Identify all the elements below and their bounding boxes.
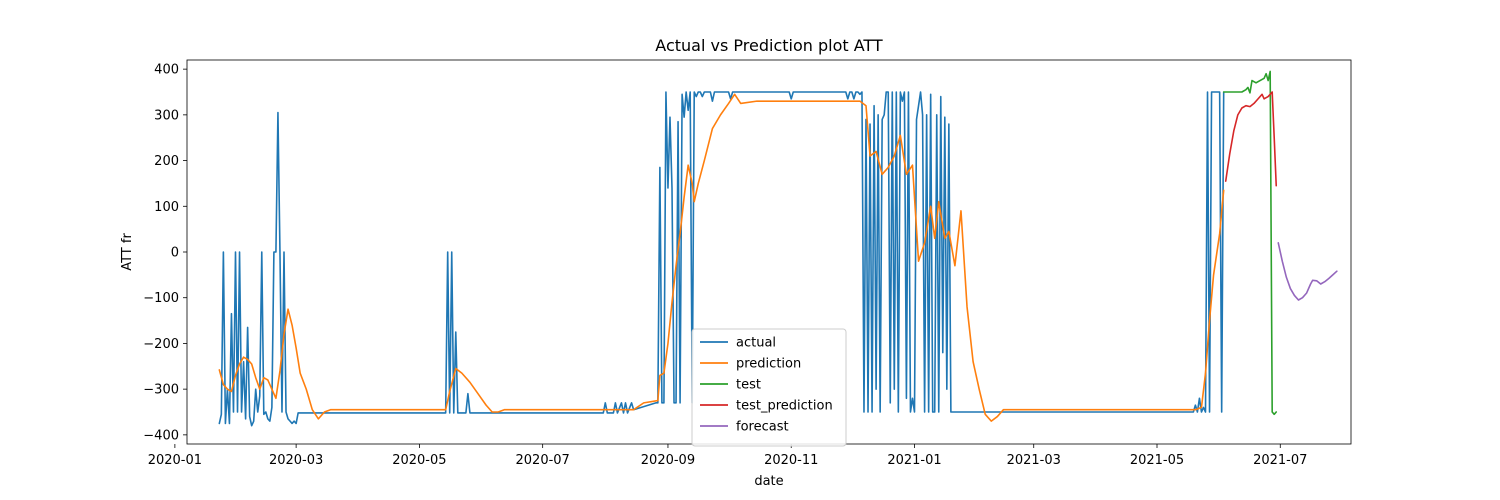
series-line-actual: [218, 91, 1225, 427]
series-line-forecast: [1277, 242, 1338, 301]
x-axis-ticks: 2020-01 2020-03 2020-05 2020-07 2020-09 2020-…: [148, 444, 1307, 468]
series-line-test-prediction: [1224, 91, 1278, 187]
x-tick-label: 2020-09: [641, 453, 695, 468]
legend-label-test-prediction: test_prediction: [736, 399, 833, 414]
y-tick-label: 300: [154, 108, 179, 123]
legend-label-forecast: forecast: [736, 420, 789, 435]
y-tick-label: 400: [154, 63, 179, 78]
y-axis-label: ATT fr: [120, 233, 135, 271]
legend: actual prediction test test_predictionforec…: [691, 328, 847, 447]
x-tick-label: 2021-03: [1007, 453, 1061, 468]
legend-box: [691, 328, 847, 447]
y-tick-label: −400: [143, 428, 179, 443]
x-tick-label: 2021-05: [1130, 453, 1184, 468]
y-tick-label: 100: [154, 200, 179, 215]
x-tick-label: 2021-01: [887, 453, 941, 468]
x-tick-label: 2020-05: [392, 453, 446, 468]
y-tick-label: 0: [171, 246, 179, 261]
y-tick-label: −300: [143, 383, 179, 398]
series-line-prediction: [218, 93, 1225, 422]
x-tick-label: 2020-11: [764, 453, 818, 468]
x-tick-label: 2021-07: [1253, 453, 1307, 468]
x-tick-label: 2020-01: [148, 453, 202, 468]
legend-label-prediction: prediction: [736, 357, 801, 372]
y-tick-label: 200: [154, 154, 179, 169]
y-tick-label: −200: [143, 337, 179, 352]
y-tick-label: −100: [143, 291, 179, 306]
x-tick-label: 2020-03: [269, 453, 323, 468]
series-line-test: [1222, 70, 1278, 416]
y-axis-ticks: −400 −300 −200 −100 0 100 200 300 400: [143, 63, 187, 443]
x-tick-label: 2020-07: [516, 453, 570, 468]
series-lines: [218, 70, 1338, 427]
x-axis-label: date: [754, 474, 783, 489]
chart-title: Actual vs Prediction plot ATT: [655, 36, 883, 55]
legend-label-actual: actual: [736, 336, 776, 351]
legend-label-test: test: [736, 378, 761, 393]
